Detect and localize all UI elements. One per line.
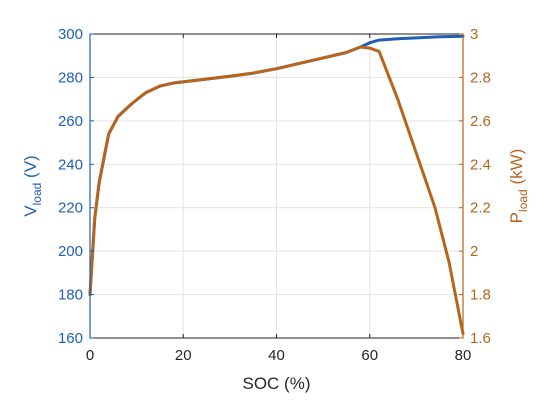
x-axis-label: SOC (%) xyxy=(243,374,311,393)
right-y-axis-label: Pload (kW) xyxy=(507,149,530,224)
series-line-pload xyxy=(88,45,465,336)
right-y-tick-label: 2.6 xyxy=(470,113,491,130)
tick-labels: 0 20 40 60 80 160 180 200 220 240 260 280 300 1.6 1.8 2… xyxy=(58,26,491,364)
left-y-tick-label: 260 xyxy=(58,113,83,130)
left-y-tick-label: 180 xyxy=(58,287,83,304)
x-tick-label: 20 xyxy=(175,347,192,364)
right-y-tick-label: 2 xyxy=(470,243,478,260)
right-y-tick-label: 3 xyxy=(470,26,478,43)
right-y-tick-label: 2.4 xyxy=(470,156,491,173)
right-y-tick-label: 1.8 xyxy=(470,287,491,304)
right-y-tick-label: 1.6 xyxy=(470,330,491,347)
left-y-label-main: V xyxy=(21,205,40,217)
left-y-tick-label: 280 xyxy=(58,69,83,86)
left-y-tick-label: 240 xyxy=(58,156,83,173)
x-tick-label: 60 xyxy=(361,347,378,364)
left-y-tick-label: 220 xyxy=(58,200,83,217)
x-tick-label: 80 xyxy=(455,347,472,364)
right-y-tick-label: 2.8 xyxy=(470,69,491,86)
x-tick-label: 40 xyxy=(268,347,285,364)
right-y-label-unit: (kW) xyxy=(507,149,526,190)
left-y-label-subscript: load xyxy=(30,183,44,206)
right-y-label-main: P xyxy=(507,212,526,223)
left-y-tick-label: 160 xyxy=(58,330,83,347)
right-y-label-subscript: load xyxy=(516,189,530,212)
series-lines xyxy=(88,34,465,336)
grid-lines xyxy=(90,34,463,338)
left-y-tick-label: 200 xyxy=(58,243,83,260)
right-y-tick-label: 2.2 xyxy=(470,200,491,217)
axis-ticks xyxy=(89,33,464,339)
x-tick-label: 0 xyxy=(86,347,94,364)
left-y-tick-label: 300 xyxy=(58,26,83,43)
left-y-label-unit: (V) xyxy=(21,155,40,182)
left-y-axis-label: Vload (V) xyxy=(21,155,44,216)
